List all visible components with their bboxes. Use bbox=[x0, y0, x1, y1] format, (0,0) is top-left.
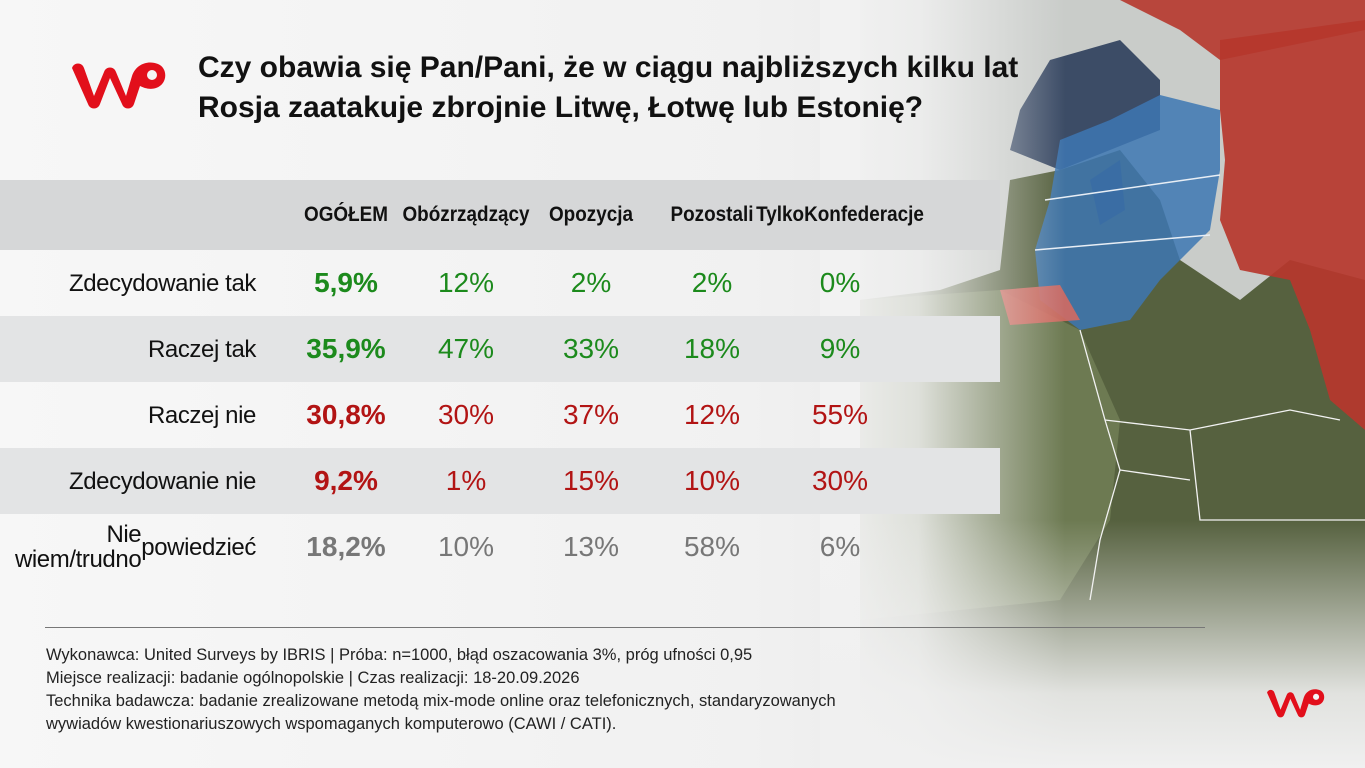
column-header: Pozostali bbox=[658, 180, 766, 250]
column-header: Obóz rządzący bbox=[402, 180, 529, 250]
value-cell: 10% bbox=[683, 465, 741, 496]
row-label: Raczej nie bbox=[16, 382, 256, 448]
column-header: Opozycja bbox=[536, 180, 646, 250]
value-cell: 10% bbox=[437, 531, 495, 562]
methodology-line: wywiadów kwestionariuszowych wspomaganyc… bbox=[46, 715, 617, 733]
column-header-line: Opozycja bbox=[548, 203, 634, 226]
value-cell: 30% bbox=[437, 399, 495, 430]
row-label: Zdecydowanie tak bbox=[16, 250, 256, 316]
value-cell: 18,2% bbox=[306, 531, 386, 562]
column-header-line: Konfederacje bbox=[804, 203, 924, 226]
chart-title: Czy obawia się Pan/Pani, że w ciągu najb… bbox=[198, 51, 1019, 124]
row-label-line: Nie wiem/trudno bbox=[14, 521, 142, 573]
value-cell: 9,2% bbox=[314, 465, 378, 496]
row-label-line: Zdecydowanie nie bbox=[68, 467, 256, 495]
row-label-line: powiedzieć bbox=[141, 533, 256, 561]
row-label-line: Zdecydowanie tak bbox=[68, 269, 256, 297]
column-header-line: Tylko bbox=[756, 203, 805, 226]
table-header-row: OGÓŁEM Obóz rządzący Opozycja Pozostali Tylko… bbox=[0, 180, 1000, 250]
value-cell: 2% bbox=[691, 267, 733, 298]
wp-logo bbox=[72, 62, 166, 109]
value-cell: 35,9% bbox=[306, 333, 386, 364]
table-row: Raczej tak 35,9% 47% 33% 18% 9% bbox=[0, 316, 1000, 382]
row-label: Nie wiem/trudno powiedzieć bbox=[14, 514, 256, 580]
value-cell: 58% bbox=[683, 531, 741, 562]
row-label: Raczej tak bbox=[16, 316, 256, 382]
column-header: Tylko Konfederacje bbox=[756, 180, 924, 250]
row-label-line: Raczej nie bbox=[147, 401, 256, 429]
value-cell: 30,8% bbox=[306, 399, 386, 430]
column-header: OGÓŁEM bbox=[292, 180, 400, 250]
value-cell: 37% bbox=[562, 399, 620, 430]
row-label-line: Raczej tak bbox=[147, 335, 256, 363]
value-cell: 30% bbox=[811, 465, 869, 496]
column-header-line: Pozostali bbox=[670, 203, 754, 226]
value-cell: 47% bbox=[437, 333, 495, 364]
value-cell: 1% bbox=[445, 465, 487, 496]
methodology-line: Technika badawcza: badanie zrealizowane … bbox=[46, 692, 836, 710]
table-row: Zdecydowanie tak 5,9% 12% 2% 2% 0% bbox=[0, 250, 1000, 316]
column-header-line: OGÓŁEM bbox=[303, 203, 389, 226]
value-cell: 9% bbox=[819, 333, 861, 364]
table-row: Raczej nie 30,8% 30% 37% 12% 55% bbox=[0, 382, 1000, 448]
column-header-line: Obóz bbox=[402, 203, 450, 226]
value-cell: 12% bbox=[683, 399, 741, 430]
table-row: Zdecydowanie nie 9,2% 1% 15% 10% 30% bbox=[0, 448, 1000, 514]
value-cell: 15% bbox=[562, 465, 620, 496]
results-table: OGÓŁEM Obóz rządzący Opozycja Pozostali Tylko… bbox=[0, 180, 1000, 580]
methodology-line: Wykonawca: United Surveys by IBRIS | Pró… bbox=[46, 646, 753, 664]
wp-logo-small bbox=[1267, 689, 1325, 718]
value-cell: 0% bbox=[819, 267, 861, 298]
table-body: Zdecydowanie tak 5,9% 12% 2% 2% 0% Raczej tak 3… bbox=[0, 250, 1000, 580]
value-cell: 6% bbox=[819, 531, 861, 562]
value-cell: 5,9% bbox=[314, 267, 378, 298]
value-cell: 12% bbox=[437, 267, 495, 298]
value-cell: 18% bbox=[683, 333, 741, 364]
column-header-line: rządzący bbox=[449, 203, 530, 226]
row-label: Zdecydowanie nie bbox=[16, 448, 256, 514]
value-cell: 55% bbox=[811, 399, 869, 430]
value-cell: 33% bbox=[562, 333, 620, 364]
value-cell: 2% bbox=[570, 267, 612, 298]
table-row: Nie wiem/trudno powiedzieć 18,2% 10% 13% 58% 6… bbox=[0, 514, 1000, 580]
methodology-line: Miejsce realizacji: badanie ogólnopolski… bbox=[46, 669, 580, 687]
methodology-note: Wykonawca: United Surveys by IBRIS | Pró… bbox=[46, 644, 1046, 736]
footer-divider bbox=[45, 627, 1205, 628]
value-cell: 13% bbox=[562, 531, 620, 562]
